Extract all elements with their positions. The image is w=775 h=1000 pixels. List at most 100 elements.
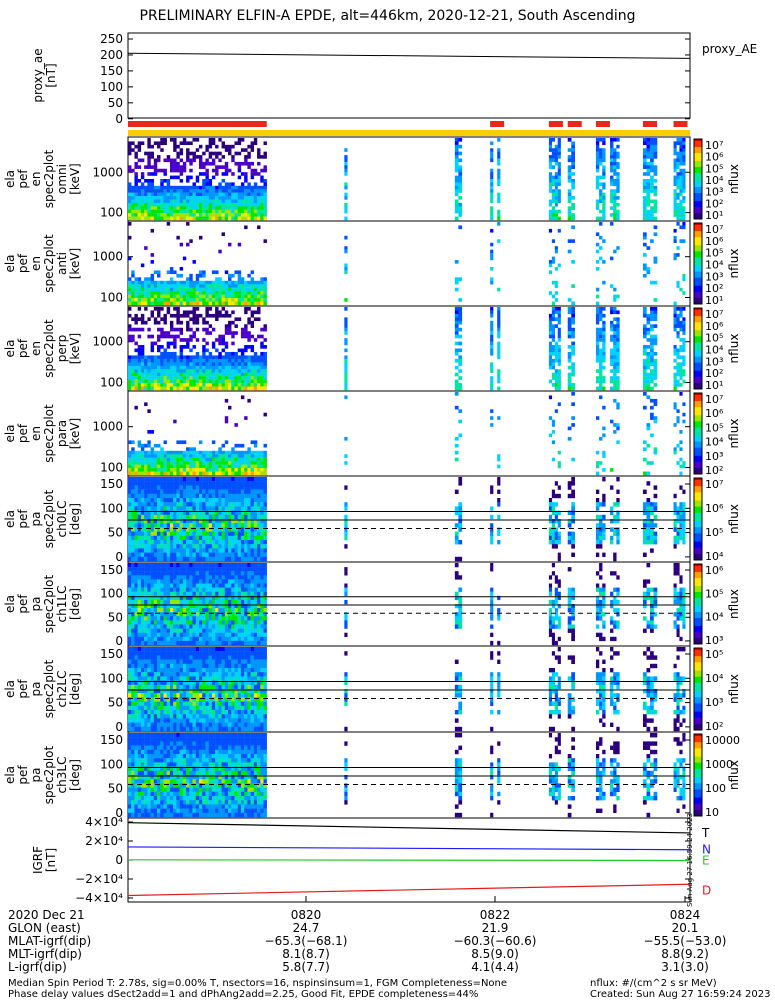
ylabel-anti: anti	[55, 252, 69, 275]
spectrogram-cell	[548, 182, 553, 187]
spectrogram-cell	[169, 376, 174, 380]
spectrogram-cell	[147, 548, 151, 553]
spectrogram-cell	[599, 523, 603, 528]
spectrogram-cell	[610, 334, 614, 339]
spectrogram-cell	[208, 138, 213, 142]
spectrogram-cell	[218, 280, 222, 285]
spectrogram-cell	[250, 298, 255, 302]
spectrogram-cell	[224, 485, 229, 490]
spectrogram-cell	[602, 168, 606, 173]
spectrogram-cell	[260, 155, 264, 159]
spectrogram-cell	[595, 498, 600, 503]
spectrogram-cell	[595, 310, 600, 315]
spectrogram-cell	[650, 334, 654, 339]
spectrogram-cell	[157, 383, 161, 387]
spectrogram-cell	[237, 365, 242, 370]
spectrogram-cell	[613, 398, 617, 403]
spectrogram-cell	[205, 372, 209, 377]
spectrogram-cell	[257, 514, 261, 520]
colorbar-tick: 10⁶	[705, 564, 724, 577]
spectrogram-cell	[653, 531, 658, 536]
spectrogram-cell	[650, 369, 654, 373]
spectrogram-cell	[602, 320, 606, 325]
spectrogram-cell	[257, 498, 261, 503]
colorbar-cell	[694, 592, 702, 595]
spectrogram-cell	[134, 620, 138, 625]
spectrogram-cell	[198, 301, 203, 306]
spectrogram-cell	[131, 287, 135, 292]
spectrogram-cell	[153, 498, 158, 503]
spectrogram-cell	[554, 324, 558, 328]
colorbar-cell	[694, 243, 702, 246]
spectrogram-cell	[144, 583, 148, 588]
colorbar-tick: 10³	[705, 270, 723, 283]
spectrogram-cell	[595, 161, 600, 166]
spectrogram-cell	[557, 209, 561, 214]
spectrogram-cell	[169, 544, 174, 549]
spectrogram-cell	[676, 284, 680, 288]
spectrogram-cell	[150, 379, 155, 384]
spectrogram-cell	[153, 209, 158, 214]
spectrogram-cell	[205, 291, 209, 295]
spectrogram-cell	[554, 291, 558, 295]
spectrogram-cell	[257, 383, 261, 387]
spectrogram-cell	[676, 320, 680, 325]
spectrogram-cell	[163, 544, 167, 549]
spectrogram-cell	[247, 298, 251, 302]
spectrogram-cell	[208, 213, 213, 217]
spectrogram-cell	[140, 263, 145, 268]
spectrogram-cell	[257, 535, 261, 541]
spectrogram-cell	[599, 209, 603, 214]
spectrogram-cell	[344, 298, 348, 302]
spectrogram-cell	[676, 280, 680, 285]
spectrogram-cell	[153, 567, 158, 572]
spectrogram-cell	[218, 182, 222, 187]
spectrogram-cell	[192, 523, 196, 528]
spectrogram-cell	[344, 206, 348, 210]
spectrogram-cell	[653, 535, 658, 541]
spectrogram-cell	[247, 355, 251, 360]
spectrogram-cell	[186, 179, 190, 183]
spectrogram-cell	[144, 548, 148, 553]
spectrogram-cell	[147, 450, 151, 455]
spectrogram-cell	[150, 567, 155, 572]
spectrogram-cell	[557, 144, 561, 149]
spectrogram-cell	[166, 498, 171, 503]
spectrogram-cell	[231, 372, 235, 377]
spectrogram-cell	[205, 523, 209, 528]
spectrogram-cell	[169, 206, 174, 210]
spectrogram-cell	[205, 365, 209, 370]
spectrogram-cell	[163, 348, 167, 353]
colorbar-cell	[694, 594, 702, 597]
spectrogram-cell	[257, 477, 261, 482]
spectrogram-cell	[179, 468, 184, 472]
spectrogram-cell	[163, 468, 167, 472]
spectrogram-cell	[182, 485, 187, 490]
spectrogram-cell	[176, 206, 180, 210]
colorbar-cell	[694, 249, 702, 252]
spectrogram-cell	[195, 379, 200, 384]
spectrogram-cell	[144, 506, 148, 511]
spectrogram-cell	[163, 583, 167, 588]
spectrogram-cell	[173, 307, 177, 311]
spectrogram-cell	[653, 298, 658, 302]
spectrogram-cell	[163, 331, 167, 335]
spectrogram-cell	[260, 179, 264, 183]
spectrogram-cell	[195, 355, 200, 360]
spectrogram-cell	[157, 216, 161, 221]
spectrogram-cell	[454, 138, 459, 142]
spectrogram-cell	[186, 148, 190, 152]
spectrogram-cell	[650, 506, 654, 511]
spectrogram-cell	[567, 485, 572, 490]
spectrogram-cell	[244, 498, 248, 503]
spectrogram-cell	[250, 556, 255, 562]
spectrogram-cell	[215, 365, 219, 370]
spectrogram-cell	[215, 379, 219, 384]
spectrogram-cell	[186, 206, 190, 210]
spectrogram-cell	[610, 369, 614, 373]
colorbar-cell	[694, 521, 702, 524]
spectrogram-cell	[202, 454, 206, 458]
spectrogram-cell	[134, 277, 138, 281]
spectrogram-cell	[176, 365, 180, 370]
spectrogram-cell	[653, 256, 658, 261]
